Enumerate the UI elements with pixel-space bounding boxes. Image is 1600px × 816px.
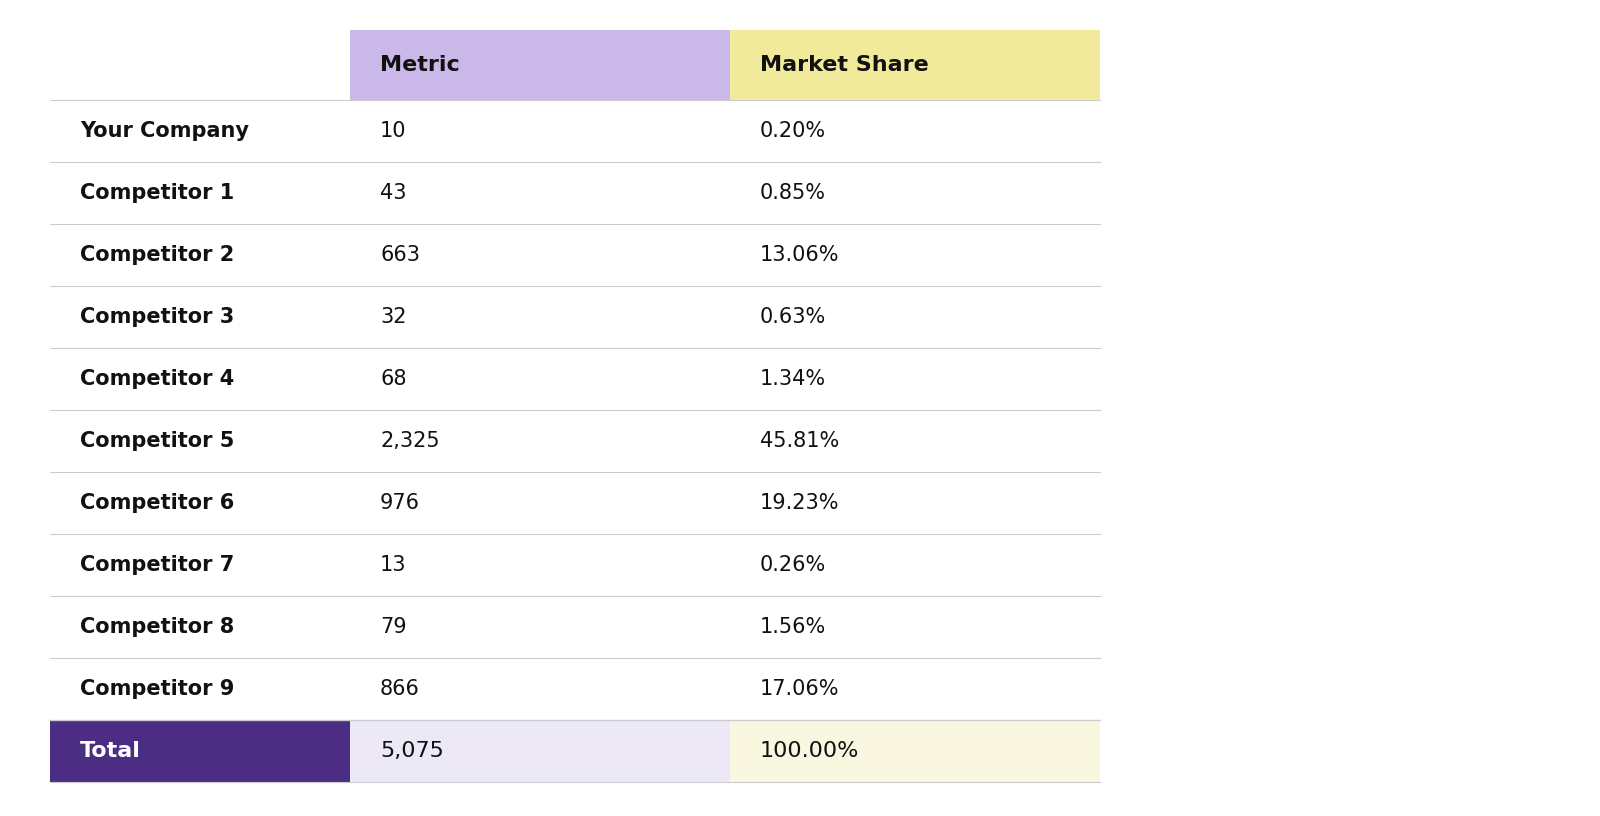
Text: 68: 68 xyxy=(381,369,406,389)
Text: 43: 43 xyxy=(381,183,406,203)
Bar xyxy=(350,30,730,100)
Text: 866: 866 xyxy=(381,679,419,699)
Bar xyxy=(730,720,1101,782)
Text: 100.00%: 100.00% xyxy=(760,741,859,761)
Text: Competitor 6: Competitor 6 xyxy=(80,493,234,513)
Bar xyxy=(730,30,1101,100)
Bar xyxy=(350,720,730,782)
Text: 10: 10 xyxy=(381,121,406,141)
Text: Market Share: Market Share xyxy=(760,55,928,75)
Text: 13: 13 xyxy=(381,555,406,575)
Text: 79: 79 xyxy=(381,617,406,637)
Text: Competitor 3: Competitor 3 xyxy=(80,307,234,327)
Text: 976: 976 xyxy=(381,493,419,513)
Text: Competitor 4: Competitor 4 xyxy=(80,369,234,389)
Text: Competitor 2: Competitor 2 xyxy=(80,245,234,265)
Text: Competitor 7: Competitor 7 xyxy=(80,555,234,575)
Bar xyxy=(50,720,350,782)
Text: Competitor 9: Competitor 9 xyxy=(80,679,234,699)
Text: Competitor 5: Competitor 5 xyxy=(80,431,234,451)
Text: 663: 663 xyxy=(381,245,419,265)
Text: Competitor 8: Competitor 8 xyxy=(80,617,234,637)
Text: Total: Total xyxy=(80,741,141,761)
Text: 45.81%: 45.81% xyxy=(760,431,840,451)
Text: Competitor 1: Competitor 1 xyxy=(80,183,234,203)
Text: 1.56%: 1.56% xyxy=(760,617,826,637)
Text: 13.06%: 13.06% xyxy=(760,245,840,265)
Text: 0.85%: 0.85% xyxy=(760,183,826,203)
Text: 2,325: 2,325 xyxy=(381,431,440,451)
Text: 17.06%: 17.06% xyxy=(760,679,840,699)
Text: 0.20%: 0.20% xyxy=(760,121,826,141)
Text: 19.23%: 19.23% xyxy=(760,493,840,513)
Text: Your Company: Your Company xyxy=(80,121,250,141)
Text: 0.26%: 0.26% xyxy=(760,555,826,575)
Text: 1.34%: 1.34% xyxy=(760,369,826,389)
Text: 32: 32 xyxy=(381,307,406,327)
Text: Metric: Metric xyxy=(381,55,459,75)
Text: 5,075: 5,075 xyxy=(381,741,443,761)
Text: 0.63%: 0.63% xyxy=(760,307,826,327)
